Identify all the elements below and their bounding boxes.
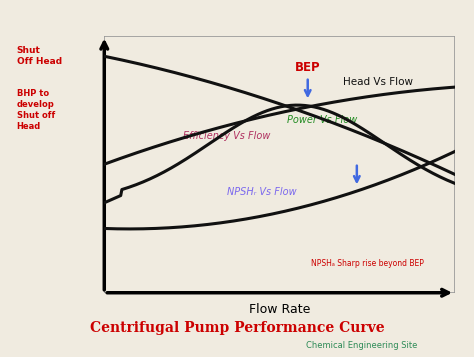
Text: Chemical Engineering Site: Chemical Engineering Site [306,341,417,350]
Text: Shut
Off Head: Shut Off Head [17,46,62,66]
Text: Efficiency Vs Flow: Efficiency Vs Flow [183,131,271,141]
Text: BEP: BEP [295,61,320,74]
Text: Flow Rate: Flow Rate [249,303,310,316]
Text: Centrifugal Pump Performance Curve: Centrifugal Pump Performance Curve [90,321,384,335]
Text: Power Vs Flow: Power Vs Flow [287,115,357,125]
Text: NPSHᵣ Vs Flow: NPSHᵣ Vs Flow [228,187,297,197]
Text: Head Vs Flow: Head Vs Flow [343,77,413,87]
Text: BHP to
develop
Shut off
Head: BHP to develop Shut off Head [17,89,55,131]
Text: NPSHₐ Sharp rise beyond BEP: NPSHₐ Sharp rise beyond BEP [311,259,424,268]
